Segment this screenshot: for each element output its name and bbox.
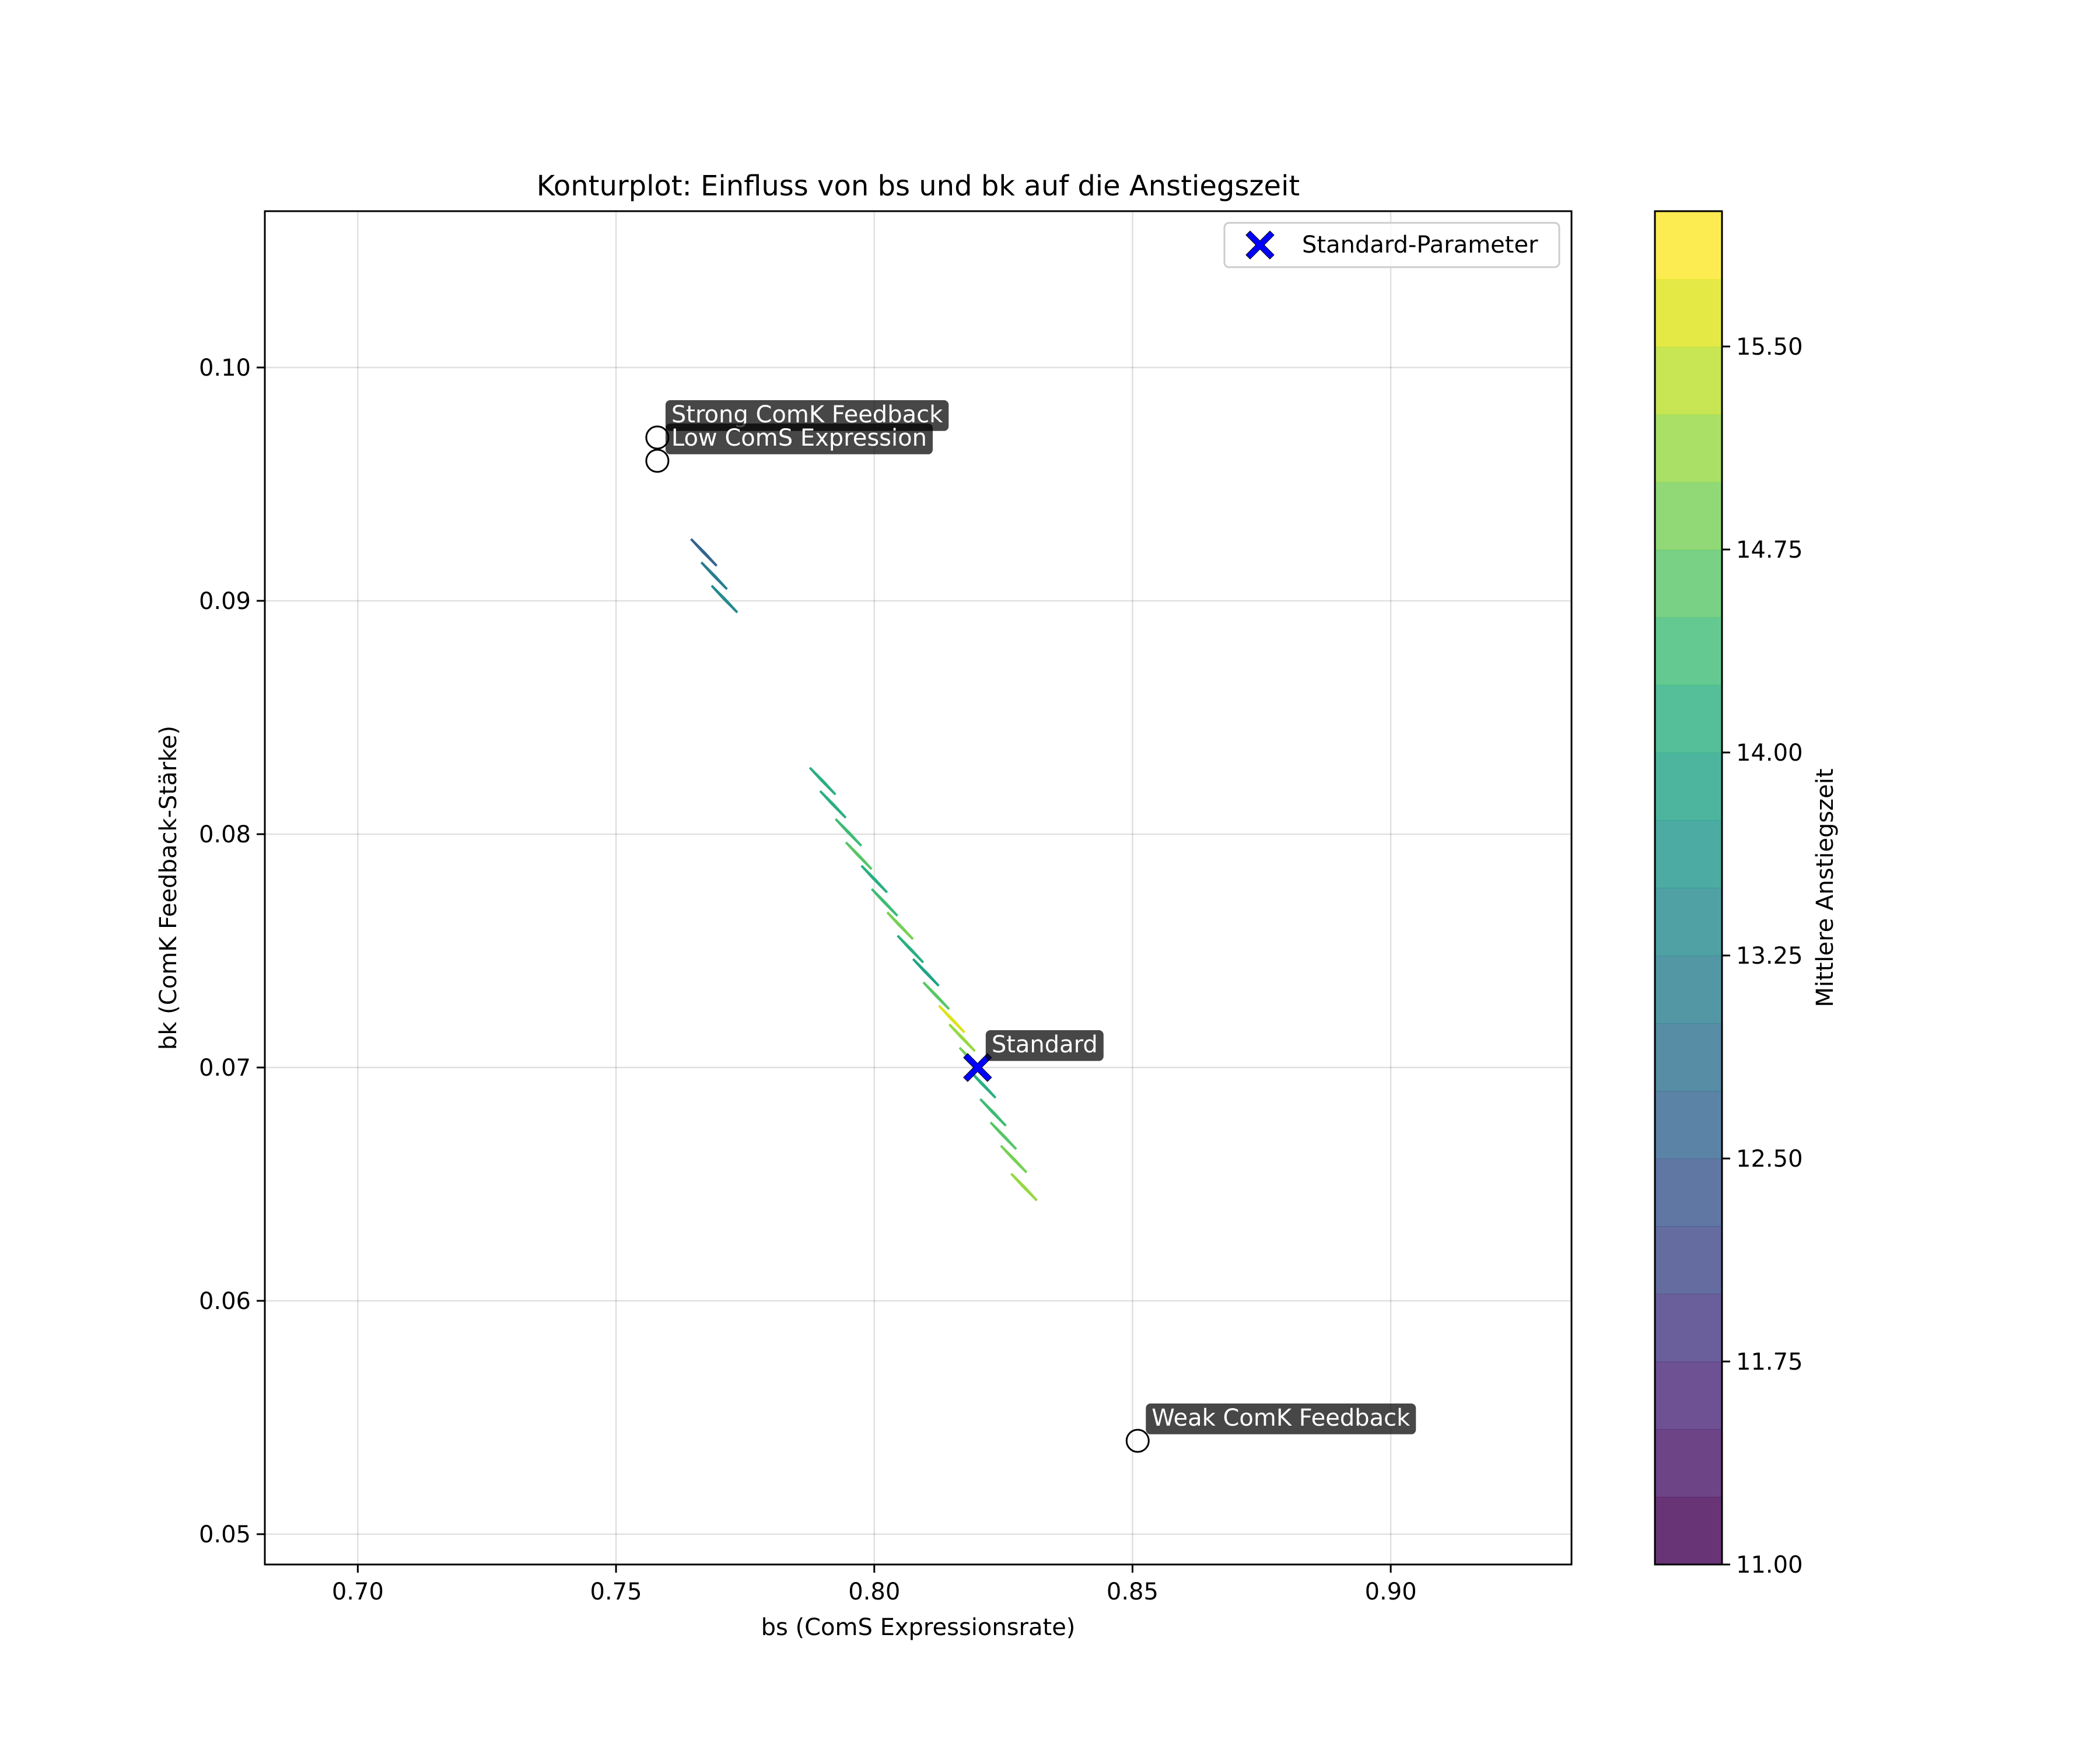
point-label-text: Weak ComK Feedback (1152, 1405, 1410, 1432)
point-label-text: Standard (992, 1031, 1098, 1058)
point-label-box (1146, 1404, 1416, 1434)
point-label: Low ComS Expression (665, 424, 933, 454)
colorbar-segment (1655, 820, 1722, 888)
point-label-box (985, 1030, 1104, 1061)
contour-segment (808, 766, 836, 796)
colorbar-tick-label: 15.50 (1736, 334, 1803, 360)
point-label-box (665, 400, 949, 431)
colorbar-segment (1655, 1294, 1722, 1362)
scenario-point-marker (1125, 1429, 1150, 1453)
colorbar-segment (1655, 685, 1722, 753)
contour-segment (845, 841, 873, 870)
contour-segment (922, 981, 950, 1010)
contour-segment (860, 864, 888, 894)
x-tick-label: 0.70 (332, 1578, 384, 1605)
contour-segment (1010, 1172, 1038, 1202)
point-label: Weak ComK Feedback (1146, 1404, 1416, 1434)
colorbar-segment (1655, 1429, 1722, 1497)
colorbar-tick-label: 14.75 (1736, 537, 1803, 564)
contour-segment (700, 561, 728, 590)
point-label: Standard (985, 1030, 1104, 1061)
colorbar-segment (1655, 1158, 1722, 1227)
y-tick-label: 0.08 (199, 821, 251, 848)
colorbar-segment (1655, 482, 1722, 550)
scenario-point-marker (645, 425, 670, 450)
colorbar-segment (1655, 617, 1722, 685)
colorbar-segment (1655, 414, 1722, 482)
contour-segment (886, 911, 914, 940)
contour-segment (979, 1098, 1007, 1127)
y-axis-ticks: 0.05 0.06 0.07 0.08 0.09 0.10 (199, 355, 265, 1548)
colorbar-tick-label: 13.25 (1736, 943, 1803, 970)
colorbar-segment (1655, 346, 1722, 415)
point-label-box (665, 424, 933, 454)
y-axis-label: bk (ComK Feedback-Stärke) (155, 726, 182, 1050)
colorbar-segment (1655, 211, 1722, 279)
contour-segment (1000, 1144, 1028, 1174)
y-tick-label: 0.05 (199, 1521, 251, 1548)
contour-band (690, 538, 1038, 1202)
colorbar-segment (1655, 1226, 1722, 1294)
colorbar-segment (1655, 956, 1722, 1024)
colorbar-tick-label: 11.00 (1736, 1552, 1803, 1578)
plot-frame (264, 210, 1573, 1566)
colorbar-segment (1655, 888, 1722, 956)
contour-segment (938, 1005, 966, 1034)
y-tick-label: 0.06 (199, 1288, 251, 1315)
contour-segment (834, 818, 862, 847)
y-tick-label: 0.07 (199, 1055, 251, 1082)
point-markers (645, 425, 1150, 1453)
legend-box (1223, 222, 1560, 268)
x-tick-label: 0.85 (1107, 1578, 1158, 1605)
contour-segment (710, 584, 738, 614)
contour-segment (870, 888, 898, 917)
colorbar-segment (1655, 1023, 1722, 1091)
colorbar-segment (1655, 1362, 1722, 1430)
y-tick-label: 0.09 (199, 588, 251, 615)
legend-label: Standard-Parameter (1302, 232, 1538, 258)
chart-title: Konturplot: Einfluss von bs und bk auf d… (537, 170, 1300, 202)
contour-segment (989, 1121, 1017, 1150)
colorbar-frame (1654, 210, 1723, 1566)
legend: Standard-Parameter (1223, 222, 1560, 268)
x-tick-label: 0.90 (1365, 1578, 1417, 1605)
colorbar-segment (1655, 752, 1722, 821)
colorbar: 11.00 11.75 12.50 13.25 14.00 14.75 15.50 (1654, 210, 1803, 1578)
contour-segment (969, 1070, 997, 1099)
colorbar-segment (1655, 279, 1722, 347)
colorbar-tick-label: 12.50 (1736, 1146, 1803, 1172)
x-tick-label: 0.80 (848, 1578, 900, 1605)
colorbar-tick-label: 14.00 (1736, 740, 1803, 766)
scenario-point-marker (645, 449, 670, 473)
colorbar-tick-label: 11.75 (1736, 1349, 1803, 1376)
x-axis-ticks: 0.70 0.75 0.80 0.85 0.90 (332, 1564, 1417, 1605)
colorbar-segment (1655, 550, 1722, 618)
colorbar-segment (1655, 1497, 1722, 1565)
x-axis-label: bs (ComS Expressionsrate) (761, 1614, 1076, 1641)
colorbar-label: Mittlere Anstiegszeit (1812, 768, 1839, 1007)
contour-segment (912, 958, 940, 987)
y-tick-label: 0.10 (199, 355, 251, 382)
contour-segment (819, 790, 847, 819)
contour-segment (948, 1023, 976, 1052)
contour-segment (690, 538, 718, 567)
point-label-text: Low ComS Expression (671, 425, 927, 452)
colorbar-segment (1655, 1091, 1722, 1159)
contour-segment (897, 935, 925, 964)
legend-marker-x (1245, 230, 1275, 260)
x-tick-label: 0.75 (590, 1578, 642, 1605)
standard-point-marker (963, 1053, 992, 1082)
